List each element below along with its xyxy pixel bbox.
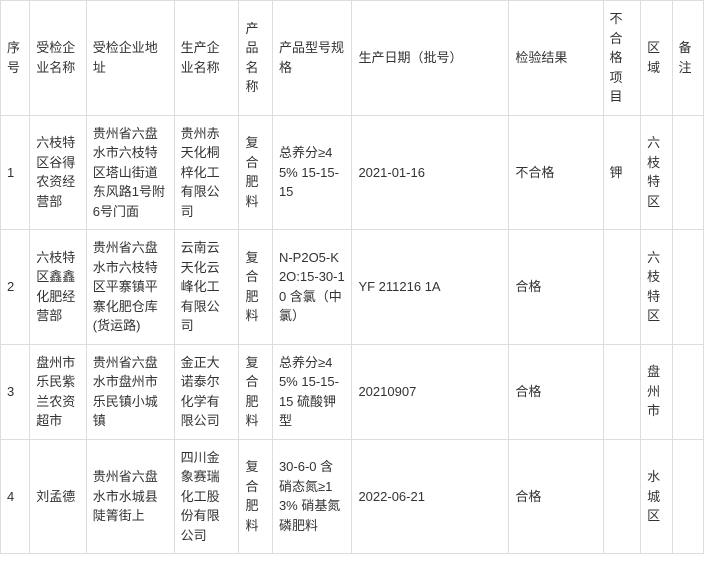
table-row: 3盘州市乐民紫兰农资超市贵州省六盘水市盘州市乐民镇小城镇金正大诺泰尔化学有限公司…	[1, 344, 704, 439]
table-cell: 2	[1, 230, 30, 345]
table-cell: 贵州省六盘水市盘州市乐民镇小城镇	[86, 344, 174, 439]
table-row: 4刘孟德贵州省六盘水市水城县陡箐街上四川金象赛瑞化工股份有限公司复合肥料30-6…	[1, 439, 704, 554]
table-cell: 贵州省六盘水市六枝特区平寨镇平寨化肥仓库(货运路)	[86, 230, 174, 345]
table-cell: 总养分≥45% 15-15-15	[272, 115, 352, 230]
table-cell: 复合肥料	[239, 439, 272, 554]
table-cell: 复合肥料	[239, 230, 272, 345]
table-head: 序号受检企业名称受检企业地址生产企业名称产品名称产品型号规格生产日期（批号）检验…	[1, 1, 704, 116]
table-cell: 钾	[603, 115, 641, 230]
table-cell: 4	[1, 439, 30, 554]
header-cell: 序号	[1, 1, 30, 116]
header-cell: 备注	[672, 1, 703, 116]
table-body: 1六枝特区谷得农资经营部贵州省六盘水市六枝特区塔山街道东风路1号附6号门面贵州赤…	[1, 115, 704, 554]
table-cell: N-P2O5-K2O:15-30-10 含氯（中氯）	[272, 230, 352, 345]
table-cell: 贵州赤天化桐梓化工有限公司	[174, 115, 239, 230]
table-cell: 盘州市乐民紫兰农资超市	[30, 344, 86, 439]
table-cell: 六枝特区	[641, 230, 672, 345]
table-row: 2六枝特区鑫鑫化肥经营部贵州省六盘水市六枝特区平寨镇平寨化肥仓库(货运路)云南云…	[1, 230, 704, 345]
header-cell: 检验结果	[509, 1, 603, 116]
table-cell: 六枝特区	[641, 115, 672, 230]
table-cell: 1	[1, 115, 30, 230]
table-cell: 合格	[509, 344, 603, 439]
table-cell	[672, 344, 703, 439]
inspection-table: 序号受检企业名称受检企业地址生产企业名称产品名称产品型号规格生产日期（批号）检验…	[0, 0, 704, 554]
table-cell: 不合格	[509, 115, 603, 230]
table-cell: 20210907	[352, 344, 509, 439]
table-cell: 水城区	[641, 439, 672, 554]
table-cell: 六枝特区鑫鑫化肥经营部	[30, 230, 86, 345]
table-cell: 四川金象赛瑞化工股份有限公司	[174, 439, 239, 554]
header-cell: 生产企业名称	[174, 1, 239, 116]
header-cell: 生产日期（批号）	[352, 1, 509, 116]
table-cell: YF 211216 1A	[352, 230, 509, 345]
table-cell	[672, 230, 703, 345]
table-cell: 合格	[509, 230, 603, 345]
table-cell: 六枝特区谷得农资经营部	[30, 115, 86, 230]
table-cell: 2021-01-16	[352, 115, 509, 230]
header-cell: 受检企业地址	[86, 1, 174, 116]
header-cell: 产品名称	[239, 1, 272, 116]
table-cell: 贵州省六盘水市水城县陡箐街上	[86, 439, 174, 554]
page-root: 序号受检企业名称受检企业地址生产企业名称产品名称产品型号规格生产日期（批号）检验…	[0, 0, 704, 554]
header-row: 序号受检企业名称受检企业地址生产企业名称产品名称产品型号规格生产日期（批号）检验…	[1, 1, 704, 116]
table-cell: 30-6-0 含硝态氮≥13% 硝基氮磷肥料	[272, 439, 352, 554]
header-cell: 产品型号规格	[272, 1, 352, 116]
table-cell: 复合肥料	[239, 115, 272, 230]
table-cell	[672, 439, 703, 554]
header-cell: 受检企业名称	[30, 1, 86, 116]
table-cell: 盘州市	[641, 344, 672, 439]
table-cell: 云南云天化云峰化工有限公司	[174, 230, 239, 345]
table-cell: 3	[1, 344, 30, 439]
table-row: 1六枝特区谷得农资经营部贵州省六盘水市六枝特区塔山街道东风路1号附6号门面贵州赤…	[1, 115, 704, 230]
table-cell: 金正大诺泰尔化学有限公司	[174, 344, 239, 439]
header-cell: 区域	[641, 1, 672, 116]
table-cell: 复合肥料	[239, 344, 272, 439]
table-cell: 2022-06-21	[352, 439, 509, 554]
table-cell	[603, 344, 641, 439]
table-cell: 总养分≥45% 15-15-15 硫酸钾型	[272, 344, 352, 439]
table-cell: 合格	[509, 439, 603, 554]
header-cell: 不合格项目	[603, 1, 641, 116]
table-cell	[672, 115, 703, 230]
table-cell	[603, 439, 641, 554]
table-cell	[603, 230, 641, 345]
table-cell: 贵州省六盘水市六枝特区塔山街道东风路1号附6号门面	[86, 115, 174, 230]
table-cell: 刘孟德	[30, 439, 86, 554]
